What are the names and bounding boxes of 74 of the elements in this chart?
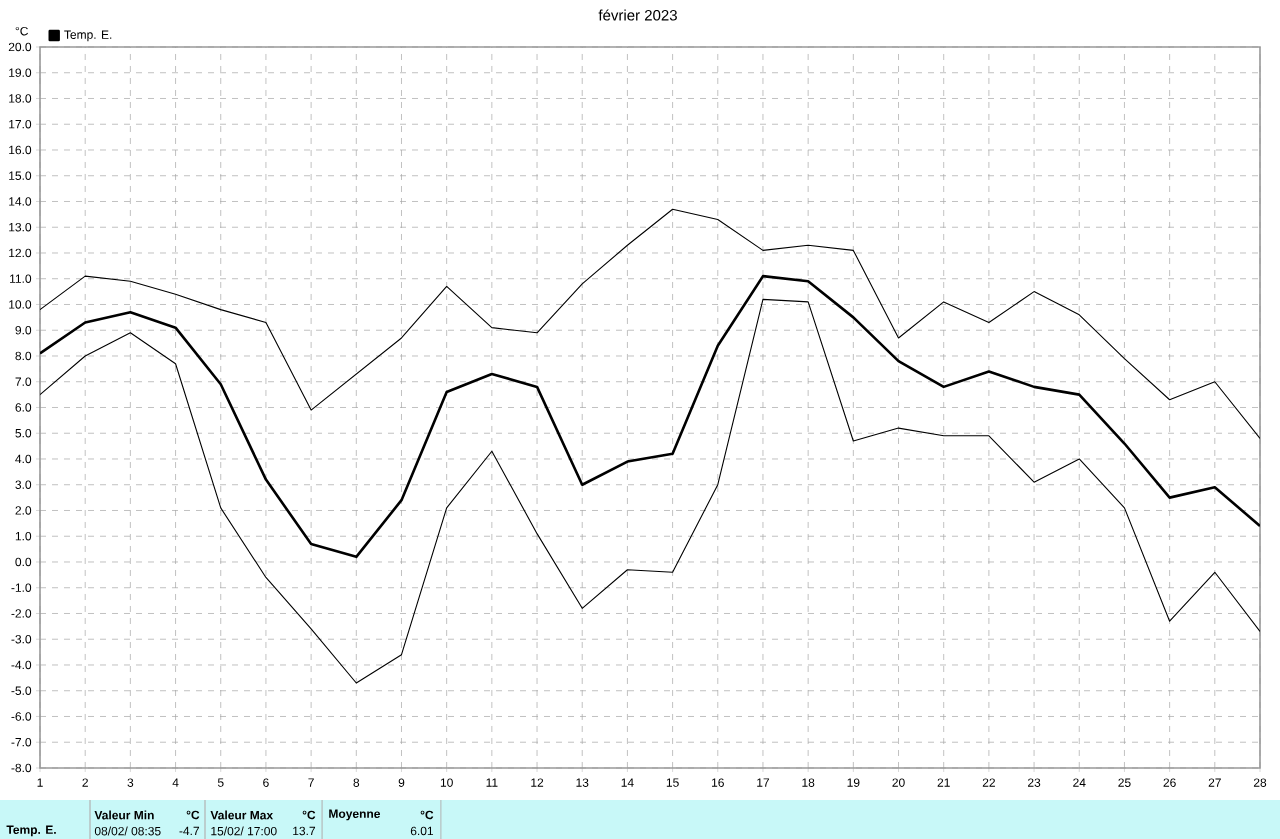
x-tick-label: 17 [757,778,770,787]
y-axis-title: °C [15,26,28,36]
x-tick-label: 5 [217,778,224,787]
y-tick-label: 1.0 [15,531,32,541]
x-tick-label: 20 [892,778,905,787]
x-tick-label: 7 [308,778,314,787]
x-tick-label: 25 [1118,778,1131,787]
x-tick-label: 6 [263,778,269,787]
line-series [40,298,1260,684]
x-tick-label: 16 [712,778,724,787]
y-tick-label: 8.0 [15,351,32,361]
y-tick-label: 5.0 [15,428,32,438]
y-tick-label: 18.0 [9,94,32,103]
y-tick-label: 4.0 [15,454,32,464]
x-tick-label: 18 [802,778,815,787]
x-tick-label: 14 [621,778,634,787]
x-tick-label: 26 [1163,778,1176,787]
y-tick-label: 15.0 [9,171,32,180]
x-tick-label: 2 [82,778,88,787]
text: 15/02/ 17:00 [211,826,277,836]
text: Temp. E. [6,825,56,837]
y-tick-label: 19.0 [9,68,32,77]
y-tick-label: 6.0 [15,403,32,412]
y-tick-label: -7.0 [11,737,32,747]
x-tick-label: 11 [486,778,498,787]
x-tick-label: 23 [1028,778,1041,787]
line-series [40,274,1260,559]
y-tick-label: -6.0 [11,712,32,721]
y-tick-label: 0.0 [15,557,32,567]
legend-label: Temp. E. [64,30,112,42]
y-tick-label: 14.0 [9,197,32,206]
y-tick-label: 7.0 [15,377,32,386]
y-tick-label: -5.0 [11,686,32,695]
y-tick-label: 3.0 [15,480,32,489]
y-tick-label: 12.0 [9,248,32,258]
text: Valeur Max [210,810,274,820]
x-tick-label: 13 [576,778,589,787]
text: °C [186,810,200,820]
x-tick-label: 12 [531,778,544,787]
text: °C [420,810,434,820]
text: °C [302,810,316,820]
x-tick-label: 27 [1208,778,1221,787]
text: 6.01 [410,826,434,836]
x-tick-label: 9 [398,778,405,787]
y-tick-label: 17.0 [9,119,32,129]
y-tick-label: -3.0 [11,634,32,644]
x-tick-label: 15 [666,778,679,787]
x-tick-label: 3 [127,778,134,787]
text: Moyenne [329,809,381,821]
x-tick-label: 8 [353,778,360,787]
y-tick-label: -1.0 [11,583,32,592]
y-tick-label: 10.0 [9,300,32,309]
text: Valeur Min [94,810,154,820]
y-tick-label: -8.0 [11,763,32,773]
y-tick-label: 11.0 [10,274,32,283]
y-tick-label: 13.0 [9,222,32,232]
x-tick-label: 22 [982,778,995,787]
x-tick-label: 24 [1073,778,1086,787]
y-tick-label: 9.0 [15,325,32,335]
text: 13.7 [293,826,316,836]
chart-title: février 2023 [598,9,677,21]
text: -4.7 [179,826,200,836]
y-tick-label: -2.0 [11,609,32,618]
y-tick-label: 16.0 [9,145,32,155]
x-tick-label: 4 [172,778,179,787]
text: 08/02/ 08:35 [94,826,161,836]
x-tick-label: 21 [937,778,950,787]
x-tick-label: 10 [440,778,453,787]
x-tick-label: 19 [847,778,860,787]
x-tick-label: 28 [1253,778,1267,787]
y-tick-label: -4.0 [11,660,32,670]
x-tick-label: 1 [37,778,43,787]
y-tick-label: 2.0 [15,506,32,515]
y-tick-label: 20.0 [8,42,32,52]
